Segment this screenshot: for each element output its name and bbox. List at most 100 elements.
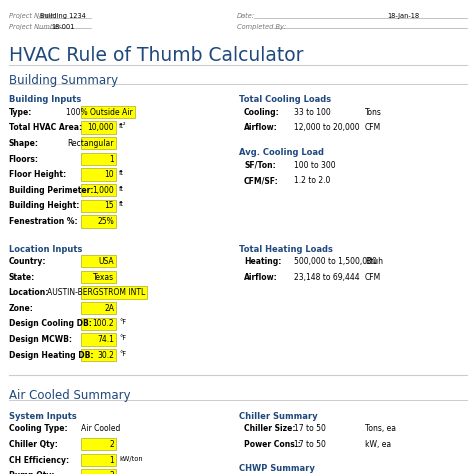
Text: Chiller Summary: Chiller Summary [239,412,318,421]
Text: CFM/SF:: CFM/SF: [244,176,279,185]
Text: ft: ft [119,170,124,176]
Text: Design Heating DB:: Design Heating DB: [9,351,93,360]
Text: 2: 2 [109,471,114,474]
Text: Building Summary: Building Summary [9,74,118,87]
Text: Building Perimeter:: Building Perimeter: [9,186,93,195]
Text: State:: State: [9,273,35,282]
Text: Total Heating Loads: Total Heating Loads [239,245,333,254]
Text: Total HVAC Area:: Total HVAC Area: [9,123,82,132]
Text: Floor Height:: Floor Height: [9,170,66,179]
Text: Location:: Location: [9,288,49,297]
Text: Air Cooled: Air Cooled [81,424,120,433]
Bar [81,184,116,196]
Text: CFM: CFM [365,273,381,282]
Text: 100% Outside Air: 100% Outside Air [66,108,133,117]
Text: Project Name:: Project Name: [9,13,55,19]
Bar [81,454,116,466]
Bar [81,438,116,450]
Bar [81,106,135,118]
Text: HVAC Rule of Thumb Calculator: HVAC Rule of Thumb Calculator [9,46,303,65]
Text: Date:: Date: [237,13,255,19]
Text: Texas: Texas [93,273,114,282]
Text: kW/ton: kW/ton [119,456,143,462]
Text: Airflow:: Airflow: [244,273,278,282]
Text: Rectangular: Rectangular [68,139,114,148]
Text: 100.2: 100.2 [92,319,114,328]
Bar [81,215,116,228]
Text: Cooling Type:: Cooling Type: [9,424,67,433]
Text: Power Cons.:: Power Cons.: [244,440,301,449]
Text: Country:: Country: [9,257,46,266]
Text: 12,000 to 20,000: 12,000 to 20,000 [294,123,359,132]
Text: Building Inputs: Building Inputs [9,95,81,104]
Text: ft: ft [119,186,124,192]
Text: °F: °F [119,351,126,357]
Bar [81,168,116,181]
Text: Building 1234: Building 1234 [40,13,86,19]
Text: °F: °F [119,319,126,326]
Bar [81,271,116,283]
Text: 25%: 25% [98,217,114,226]
Text: 100 to 300: 100 to 300 [294,161,336,170]
Text: Heating:: Heating: [244,257,282,266]
Text: Completed By:: Completed By: [237,24,286,30]
Text: Pump Qty:: Pump Qty: [9,471,54,474]
Text: 10: 10 [105,170,114,179]
Text: 18-001: 18-001 [51,24,75,30]
Bar [81,137,116,149]
Text: Total Cooling Loads: Total Cooling Loads [239,95,331,104]
Text: USA: USA [99,257,114,266]
Text: Tons: Tons [365,108,382,117]
Text: Design MCWB:: Design MCWB: [9,335,72,344]
Text: Building Height:: Building Height: [9,201,79,210]
Text: Cooling:: Cooling: [244,108,280,117]
Text: Zone:: Zone: [9,304,33,313]
Text: 15: 15 [105,201,114,210]
Text: System Inputs: System Inputs [9,412,76,421]
Text: Floors:: Floors: [9,155,38,164]
Text: Design Cooling DB:: Design Cooling DB: [9,319,91,328]
Text: Shape:: Shape: [9,139,38,148]
Text: 2A: 2A [104,304,114,313]
Text: CH Efficiency:: CH Efficiency: [9,456,69,465]
Bar [81,318,116,330]
Text: 10,000: 10,000 [88,123,114,132]
Text: Project Number:: Project Number: [9,24,63,30]
Text: 1: 1 [109,456,114,465]
Text: AUSTIN-BERGSTROM INTL: AUSTIN-BERGSTROM INTL [47,288,145,297]
Bar [81,121,116,134]
Text: 33 to 100: 33 to 100 [294,108,331,117]
Text: 2: 2 [109,440,114,449]
Text: 17 to 50: 17 to 50 [294,424,326,433]
Bar [81,333,116,346]
Text: ft: ft [119,201,124,208]
Text: kW, ea: kW, ea [365,440,391,449]
Text: SF/Ton:: SF/Ton: [244,161,276,170]
Text: Avg. Cooling Load: Avg. Cooling Load [239,148,324,157]
Bar [81,200,116,212]
Text: Chiller Qty:: Chiller Qty: [9,440,57,449]
Text: 1: 1 [109,155,114,164]
Bar [81,349,116,361]
Text: CHWP Summary: CHWP Summary [239,464,315,473]
Bar [81,286,147,299]
Bar [81,153,116,165]
Text: 23,148 to 69,444: 23,148 to 69,444 [294,273,359,282]
Text: Type:: Type: [9,108,32,117]
Text: 1,000: 1,000 [92,186,114,195]
Text: CFM: CFM [365,123,381,132]
Text: Airflow:: Airflow: [244,123,278,132]
Text: Air Cooled Summary: Air Cooled Summary [9,389,130,402]
Text: °F: °F [119,335,126,341]
Text: 1.2 to 2.0: 1.2 to 2.0 [294,176,330,185]
Text: Chiller Size:: Chiller Size: [244,424,296,433]
Bar [81,469,116,474]
Text: ft²: ft² [119,123,127,129]
Text: Tons, ea: Tons, ea [365,424,396,433]
Bar [81,255,116,267]
Text: 17 to 50: 17 to 50 [294,440,326,449]
Text: Btuh: Btuh [365,257,383,266]
Text: 30.2: 30.2 [97,351,114,360]
Text: 500,000 to 1,500,000: 500,000 to 1,500,000 [294,257,377,266]
Text: Location Inputs: Location Inputs [9,245,82,254]
